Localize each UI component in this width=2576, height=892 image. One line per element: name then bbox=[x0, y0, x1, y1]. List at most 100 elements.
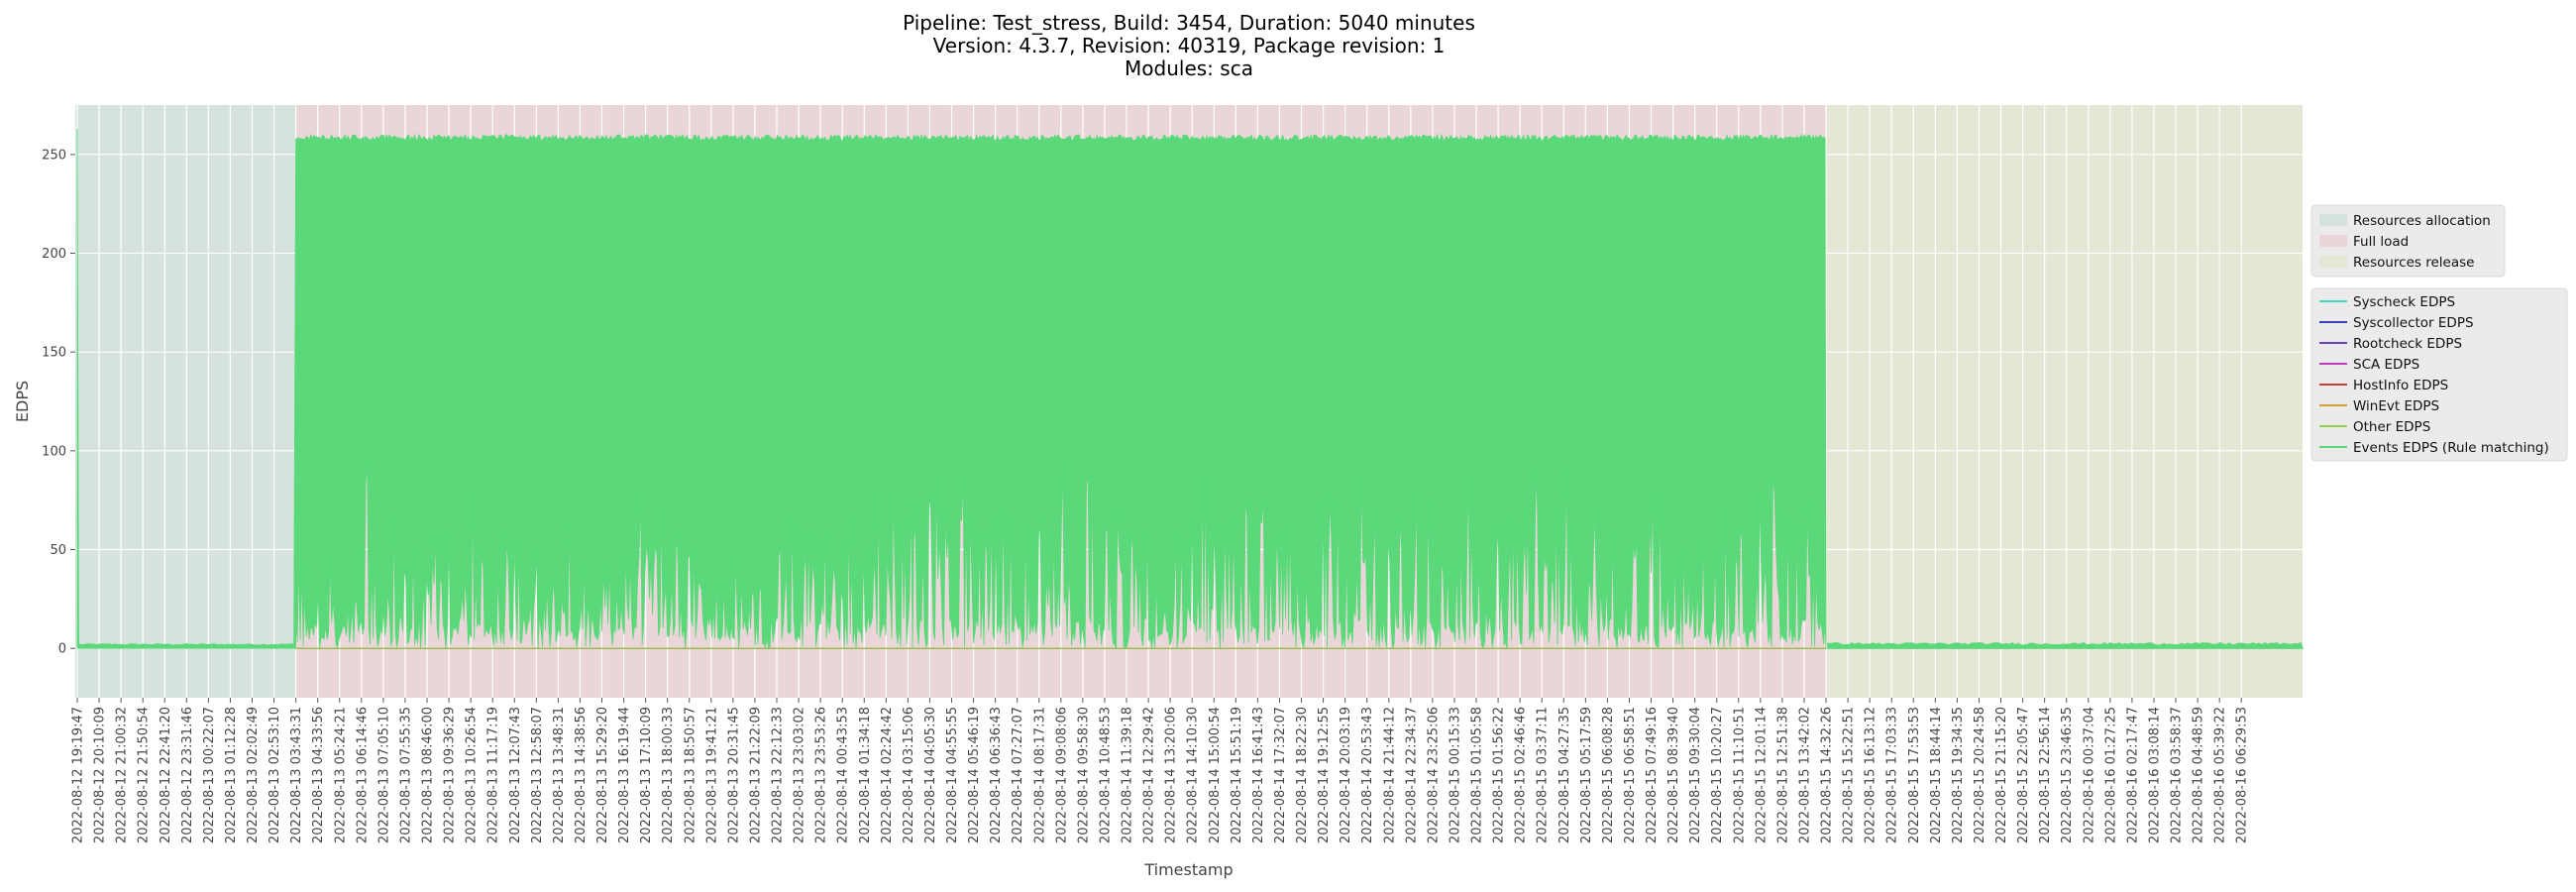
x-tick-label: 2022-08-12 21:50:54 bbox=[137, 707, 152, 843]
x-tick-label: 2022-08-14 03:15:06 bbox=[902, 707, 916, 843]
phase-legend-label: Full load bbox=[2353, 234, 2409, 250]
x-tick-label: 2022-08-15 13:42:02 bbox=[1798, 707, 1813, 843]
x-tick-label: 2022-08-12 23:31:46 bbox=[180, 707, 195, 843]
x-tick-label: 2022-08-15 14:32:26 bbox=[1820, 707, 1835, 843]
x-axis-ticks: 2022-08-12 19:19:47 2022-08-12 20:10:09 20… bbox=[71, 698, 2250, 843]
x-tick-label: 2022-08-15 17:03:33 bbox=[1885, 707, 1900, 843]
x-tick-label: 2022-08-12 20:10:09 bbox=[93, 707, 108, 843]
x-tick-label: 2022-08-13 19:41:21 bbox=[704, 707, 719, 843]
x-tick-label: 2022-08-15 06:08:28 bbox=[1601, 707, 1616, 843]
x-tick-label: 2022-08-14 01:34:18 bbox=[858, 707, 873, 843]
x-tick-label: 2022-08-14 04:55:55 bbox=[945, 707, 960, 843]
x-tick-label: 2022-08-15 20:24:58 bbox=[1973, 707, 1987, 843]
x-tick-label: 2022-08-15 19:34:35 bbox=[1951, 707, 1966, 843]
x-tick-label: 2022-08-14 11:39:18 bbox=[1121, 707, 1135, 843]
x-tick-label: 2022-08-13 23:53:26 bbox=[814, 707, 829, 843]
x-tick-label: 2022-08-15 12:51:38 bbox=[1775, 707, 1790, 843]
x-tick-label: 2022-08-16 00:37:04 bbox=[2082, 707, 2096, 843]
x-tick-label: 2022-08-13 23:03:02 bbox=[793, 707, 807, 843]
x-tick-label: 2022-08-15 03:37:11 bbox=[1536, 707, 1551, 843]
x-tick-label: 2022-08-13 15:29:20 bbox=[595, 707, 610, 843]
x-tick-label: 2022-08-13 07:55:35 bbox=[398, 707, 413, 843]
phase-band-resources-allocation bbox=[75, 105, 296, 698]
x-tick-label: 2022-08-15 23:46:35 bbox=[2060, 707, 2075, 843]
x-tick-label: 2022-08-14 08:17:31 bbox=[1032, 707, 1047, 843]
x-tick-label: 2022-08-14 02:24:42 bbox=[880, 707, 895, 843]
x-tick-label: 2022-08-12 19:19:47 bbox=[71, 707, 86, 843]
x-tick-label: 2022-08-15 22:56:14 bbox=[2038, 707, 2053, 843]
x-tick-label: 2022-08-13 12:07:43 bbox=[508, 707, 523, 843]
y-axis-ticks: 0 50 100 150 200 250 bbox=[42, 148, 75, 657]
x-tick-label: 2022-08-13 22:12:33 bbox=[771, 707, 786, 843]
chart-title: Pipeline: Test_stress, Build: 3454, Dura… bbox=[903, 11, 1475, 80]
series-legend-label: HostInfo EDPS bbox=[2353, 378, 2448, 393]
x-tick-label: 2022-08-13 07:05:10 bbox=[376, 707, 391, 843]
series-legend-label: Syscheck EDPS bbox=[2353, 294, 2455, 310]
x-tick-label: 2022-08-15 04:27:35 bbox=[1557, 707, 1572, 843]
x-tick-label: 2022-08-13 14:38:56 bbox=[574, 707, 589, 843]
phase-legend-label: Resources allocation bbox=[2353, 213, 2491, 229]
y-tick-label: 150 bbox=[42, 346, 66, 361]
x-tick-label: 2022-08-12 21:00:32 bbox=[115, 707, 130, 843]
x-tick-label: 2022-08-15 17:53:53 bbox=[1907, 707, 1922, 843]
x-tick-label: 2022-08-16 04:48:59 bbox=[2192, 707, 2206, 843]
x-tick-label: 2022-08-16 05:39:22 bbox=[2213, 707, 2228, 843]
x-tick-label: 2022-08-12 22:41:20 bbox=[159, 707, 173, 843]
x-tick-label: 2022-08-15 22:05:47 bbox=[2016, 707, 2031, 843]
x-tick-label: 2022-08-13 11:17:19 bbox=[486, 707, 501, 843]
x-tick-label: 2022-08-14 13:20:06 bbox=[1164, 707, 1179, 843]
x-tick-label: 2022-08-13 05:24:21 bbox=[333, 707, 348, 843]
x-tick-label: 2022-08-15 15:22:51 bbox=[1842, 707, 1857, 843]
plot-area bbox=[76, 128, 2305, 649]
x-tick-label: 2022-08-15 00:15:33 bbox=[1449, 707, 1463, 843]
x-tick-label: 2022-08-14 23:25:06 bbox=[1426, 707, 1441, 843]
x-tick-label: 2022-08-15 01:05:58 bbox=[1470, 707, 1485, 843]
x-tick-label: 2022-08-16 01:27:25 bbox=[2103, 707, 2118, 843]
x-tick-label: 2022-08-13 21:22:09 bbox=[748, 707, 763, 843]
x-tick-label: 2022-08-15 01:56:22 bbox=[1492, 707, 1507, 843]
series-legend-label: Events EDPS (Rule matching) bbox=[2353, 440, 2549, 456]
y-tick-label: 250 bbox=[42, 148, 66, 163]
x-tick-label: 2022-08-14 20:53:43 bbox=[1360, 707, 1375, 843]
x-tick-label: 2022-08-16 03:58:37 bbox=[2170, 707, 2185, 843]
x-tick-label: 2022-08-13 13:48:31 bbox=[552, 707, 567, 843]
series-legend-frame bbox=[2310, 287, 2568, 462]
x-tick-label: 2022-08-14 00:43:53 bbox=[836, 707, 851, 843]
x-tick-label: 2022-08-14 21:44:12 bbox=[1382, 707, 1397, 843]
x-tick-label: 2022-08-14 09:58:30 bbox=[1076, 707, 1091, 843]
x-tick-label: 2022-08-15 05:17:59 bbox=[1579, 707, 1594, 843]
x-tick-label: 2022-08-15 06:58:51 bbox=[1623, 707, 1638, 843]
x-tick-label: 2022-08-15 08:39:40 bbox=[1666, 707, 1681, 843]
x-tick-label: 2022-08-14 04:05:30 bbox=[923, 707, 938, 843]
phase-legend-swatch bbox=[2319, 235, 2347, 247]
x-tick-label: 2022-08-14 05:46:19 bbox=[967, 707, 982, 843]
x-tick-label: 2022-08-16 03:08:14 bbox=[2148, 707, 2163, 843]
x-tick-label: 2022-08-13 00:22:07 bbox=[202, 707, 217, 843]
x-tick-label: 2022-08-15 11:10:51 bbox=[1732, 707, 1747, 843]
x-tick-label: 2022-08-14 19:12:55 bbox=[1317, 707, 1332, 843]
series-events-edps-area bbox=[76, 128, 1827, 649]
x-tick-label: 2022-08-15 02:46:46 bbox=[1514, 707, 1529, 843]
y-tick-label: 50 bbox=[50, 543, 66, 558]
x-tick-label: 2022-08-14 14:10:30 bbox=[1186, 707, 1201, 843]
x-tick-label: 2022-08-14 20:03:19 bbox=[1339, 707, 1353, 843]
series-events-edps-release bbox=[1827, 641, 2305, 649]
x-tick-label: 2022-08-13 20:31:45 bbox=[726, 707, 741, 843]
x-tick-label: 2022-08-15 07:49:16 bbox=[1645, 707, 1660, 843]
x-tick-label: 2022-08-14 16:41:43 bbox=[1251, 707, 1266, 843]
x-tick-label: 2022-08-14 22:34:37 bbox=[1404, 707, 1419, 843]
series-legend-label: Other EDPS bbox=[2353, 419, 2430, 435]
x-tick-label: 2022-08-14 06:36:43 bbox=[989, 707, 1004, 843]
x-tick-label: 2022-08-16 06:29:53 bbox=[2235, 707, 2250, 843]
series-legend-label: SCA EDPS bbox=[2353, 357, 2419, 373]
x-tick-label: 2022-08-14 09:08:06 bbox=[1054, 707, 1069, 843]
phase-legend-label: Resources release bbox=[2353, 255, 2474, 271]
x-tick-label: 2022-08-14 17:32:07 bbox=[1273, 707, 1288, 843]
x-tick-label: 2022-08-13 16:19:44 bbox=[617, 707, 632, 843]
x-tick-label: 2022-08-13 02:53:10 bbox=[268, 707, 282, 843]
x-tick-label: 2022-08-13 08:46:00 bbox=[421, 707, 436, 843]
title-line-3: Modules: sca bbox=[1125, 56, 1253, 80]
y-tick-label: 0 bbox=[58, 642, 66, 657]
title-line-1: Pipeline: Test_stress, Build: 3454, Dura… bbox=[903, 11, 1475, 35]
